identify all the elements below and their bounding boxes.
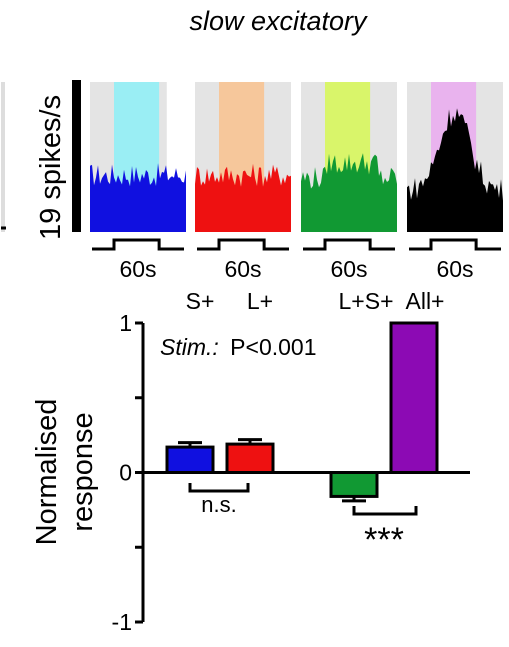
y-axis-label-line2: response: [67, 412, 99, 531]
category-label-s: S+: [186, 288, 215, 314]
stim-timing-marker: [303, 238, 395, 251]
bar-s: [165, 445, 215, 474]
scale-bar: [72, 80, 81, 232]
psth-trace: [407, 108, 503, 232]
psth-panel-l: 60s: [195, 82, 291, 282]
category-label-l: L+: [247, 288, 273, 314]
stats-annotation: Stim.: P<0.001: [160, 334, 317, 360]
psth-panels: 60s 60s 60s 60s: [90, 82, 503, 282]
psth-panel-all: 60s: [407, 82, 503, 282]
stim-timing-marker: [92, 238, 184, 251]
y-tick-label: -1: [112, 609, 132, 635]
bar-ls: [329, 471, 379, 498]
psth-panel-s: 60s: [90, 82, 186, 282]
duration-label: 60s: [224, 256, 261, 282]
y-tick-label: 1: [119, 310, 132, 336]
ns-bracket: [188, 483, 250, 493]
bars: [165, 321, 439, 503]
stats-prefix: Stim.:: [160, 334, 219, 360]
duration-label: 60s: [119, 256, 156, 282]
sig-bracket: [352, 506, 418, 516]
y-tick-label: 0: [119, 460, 132, 486]
psth-trace: [90, 163, 186, 232]
bar-all: [389, 321, 439, 474]
duration-label: 60s: [436, 256, 473, 282]
sig-label: ***: [364, 521, 404, 559]
stats-value: P<0.001: [230, 334, 316, 360]
bar-chart: S+ L+ L+S+ All+ Stim.: P<0.001 Normalise…: [31, 288, 470, 635]
stim-timing-marker: [197, 238, 289, 251]
ns-label: n.s.: [201, 492, 236, 517]
category-label-ls: L+S+: [339, 288, 394, 314]
psth-panel-ls: 60s: [301, 82, 397, 282]
category-label-all: All+: [406, 288, 445, 314]
psth-trace: [301, 153, 397, 232]
bar-l: [225, 442, 275, 475]
psth-trace: [195, 163, 291, 232]
y-axis-label-line1: Normalised: [31, 399, 63, 546]
scale-bar-label: 19 spikes/s: [35, 95, 67, 240]
duration-label: 60s: [330, 256, 367, 282]
stim-timing-marker: [409, 238, 501, 251]
figure-title: slow excitatory: [189, 6, 368, 36]
